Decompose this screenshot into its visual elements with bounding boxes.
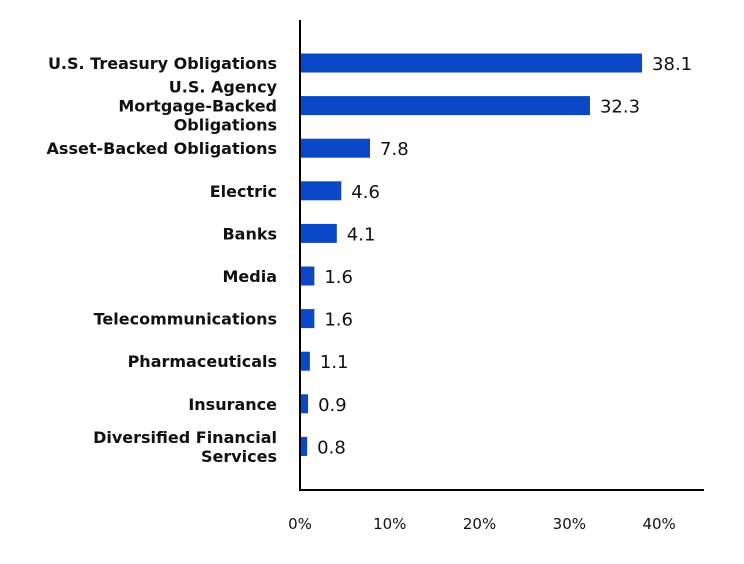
category-label-insurance: Insurance bbox=[188, 395, 277, 414]
category-labels: U.S. Treasury Obligations U.S. Agency Mort… bbox=[47, 54, 278, 466]
value-label-pharmaceuticals: 1.1 bbox=[320, 352, 349, 373]
category-label-line: Mortgage-Backed bbox=[118, 97, 277, 116]
value-label-media: 1.6 bbox=[324, 267, 353, 288]
value-label-asset-backed-obligations: 7.8 bbox=[380, 139, 409, 160]
bar-telecommunications bbox=[300, 309, 315, 329]
category-label-diversified-financial-services: Diversified Financial Services bbox=[93, 428, 277, 466]
category-label-line: Diversified Financial bbox=[93, 428, 277, 447]
category-label-line: U.S. Agency bbox=[169, 78, 278, 97]
value-label-telecommunications: 1.6 bbox=[324, 310, 353, 331]
bar-pharmaceuticals bbox=[300, 351, 310, 371]
category-label-line: U.S. Treasury Obligations bbox=[48, 54, 277, 73]
category-label-line: Obligations bbox=[174, 116, 277, 135]
category-label-line: Pharmaceuticals bbox=[128, 352, 277, 371]
value-labels: 38.1 32.3 7.8 4.6 4.1 1.6 1.6 1.1 0.9 0.8 bbox=[317, 54, 692, 458]
category-label-banks: Banks bbox=[222, 224, 277, 243]
category-label-electric: Electric bbox=[210, 182, 277, 201]
value-label-u-s-treasury-obligations: 38.1 bbox=[652, 54, 692, 75]
value-label-electric: 4.6 bbox=[351, 182, 380, 203]
value-label-u-s-agency-mortgage-backed-obligations: 32.3 bbox=[600, 97, 640, 118]
bar-insurance bbox=[300, 394, 309, 414]
category-label-telecommunications: Telecommunications bbox=[94, 310, 277, 329]
x-tick-label-40: 40% bbox=[642, 515, 675, 533]
category-label-line: Services bbox=[201, 447, 277, 466]
category-label-line: Electric bbox=[210, 182, 277, 201]
category-label-asset-backed-obligations: Asset-Backed Obligations bbox=[47, 139, 277, 158]
bar-asset-backed-obligations bbox=[300, 138, 371, 158]
category-label-u-s-treasury-obligations: U.S. Treasury Obligations bbox=[48, 54, 277, 73]
x-axis-tick-labels: 0% 10% 20% 30% 40% bbox=[288, 515, 676, 533]
value-label-diversified-financial-services: 0.8 bbox=[317, 437, 346, 458]
x-tick-label-0: 0% bbox=[288, 515, 312, 533]
bar-media bbox=[300, 266, 315, 286]
bar-diversified-financial-services bbox=[300, 436, 308, 456]
bars-layer bbox=[300, 53, 643, 456]
category-label-line: Media bbox=[222, 267, 277, 286]
category-label-line: Insurance bbox=[188, 395, 277, 414]
category-label-u-s-agency-mortgage-backed-obligations: U.S. Agency Mortgage-Backed Obligations bbox=[118, 78, 277, 135]
bar-u-s-agency-mortgage-backed-obligations bbox=[300, 96, 590, 116]
x-tick-label-10: 10% bbox=[373, 515, 406, 533]
category-label-line: Telecommunications bbox=[94, 310, 277, 329]
category-label-line: Banks bbox=[222, 224, 277, 243]
category-label-media: Media bbox=[222, 267, 277, 286]
category-label-line: Asset-Backed Obligations bbox=[47, 139, 277, 158]
x-tick-label-20: 20% bbox=[463, 515, 496, 533]
x-tick-label-30: 30% bbox=[553, 515, 586, 533]
bar-electric bbox=[300, 181, 342, 201]
category-label-pharmaceuticals: Pharmaceuticals bbox=[128, 352, 277, 371]
bar-banks bbox=[300, 223, 337, 243]
value-label-banks: 4.1 bbox=[347, 224, 376, 245]
value-label-insurance: 0.9 bbox=[318, 395, 347, 416]
bar-u-s-treasury-obligations bbox=[300, 53, 643, 73]
